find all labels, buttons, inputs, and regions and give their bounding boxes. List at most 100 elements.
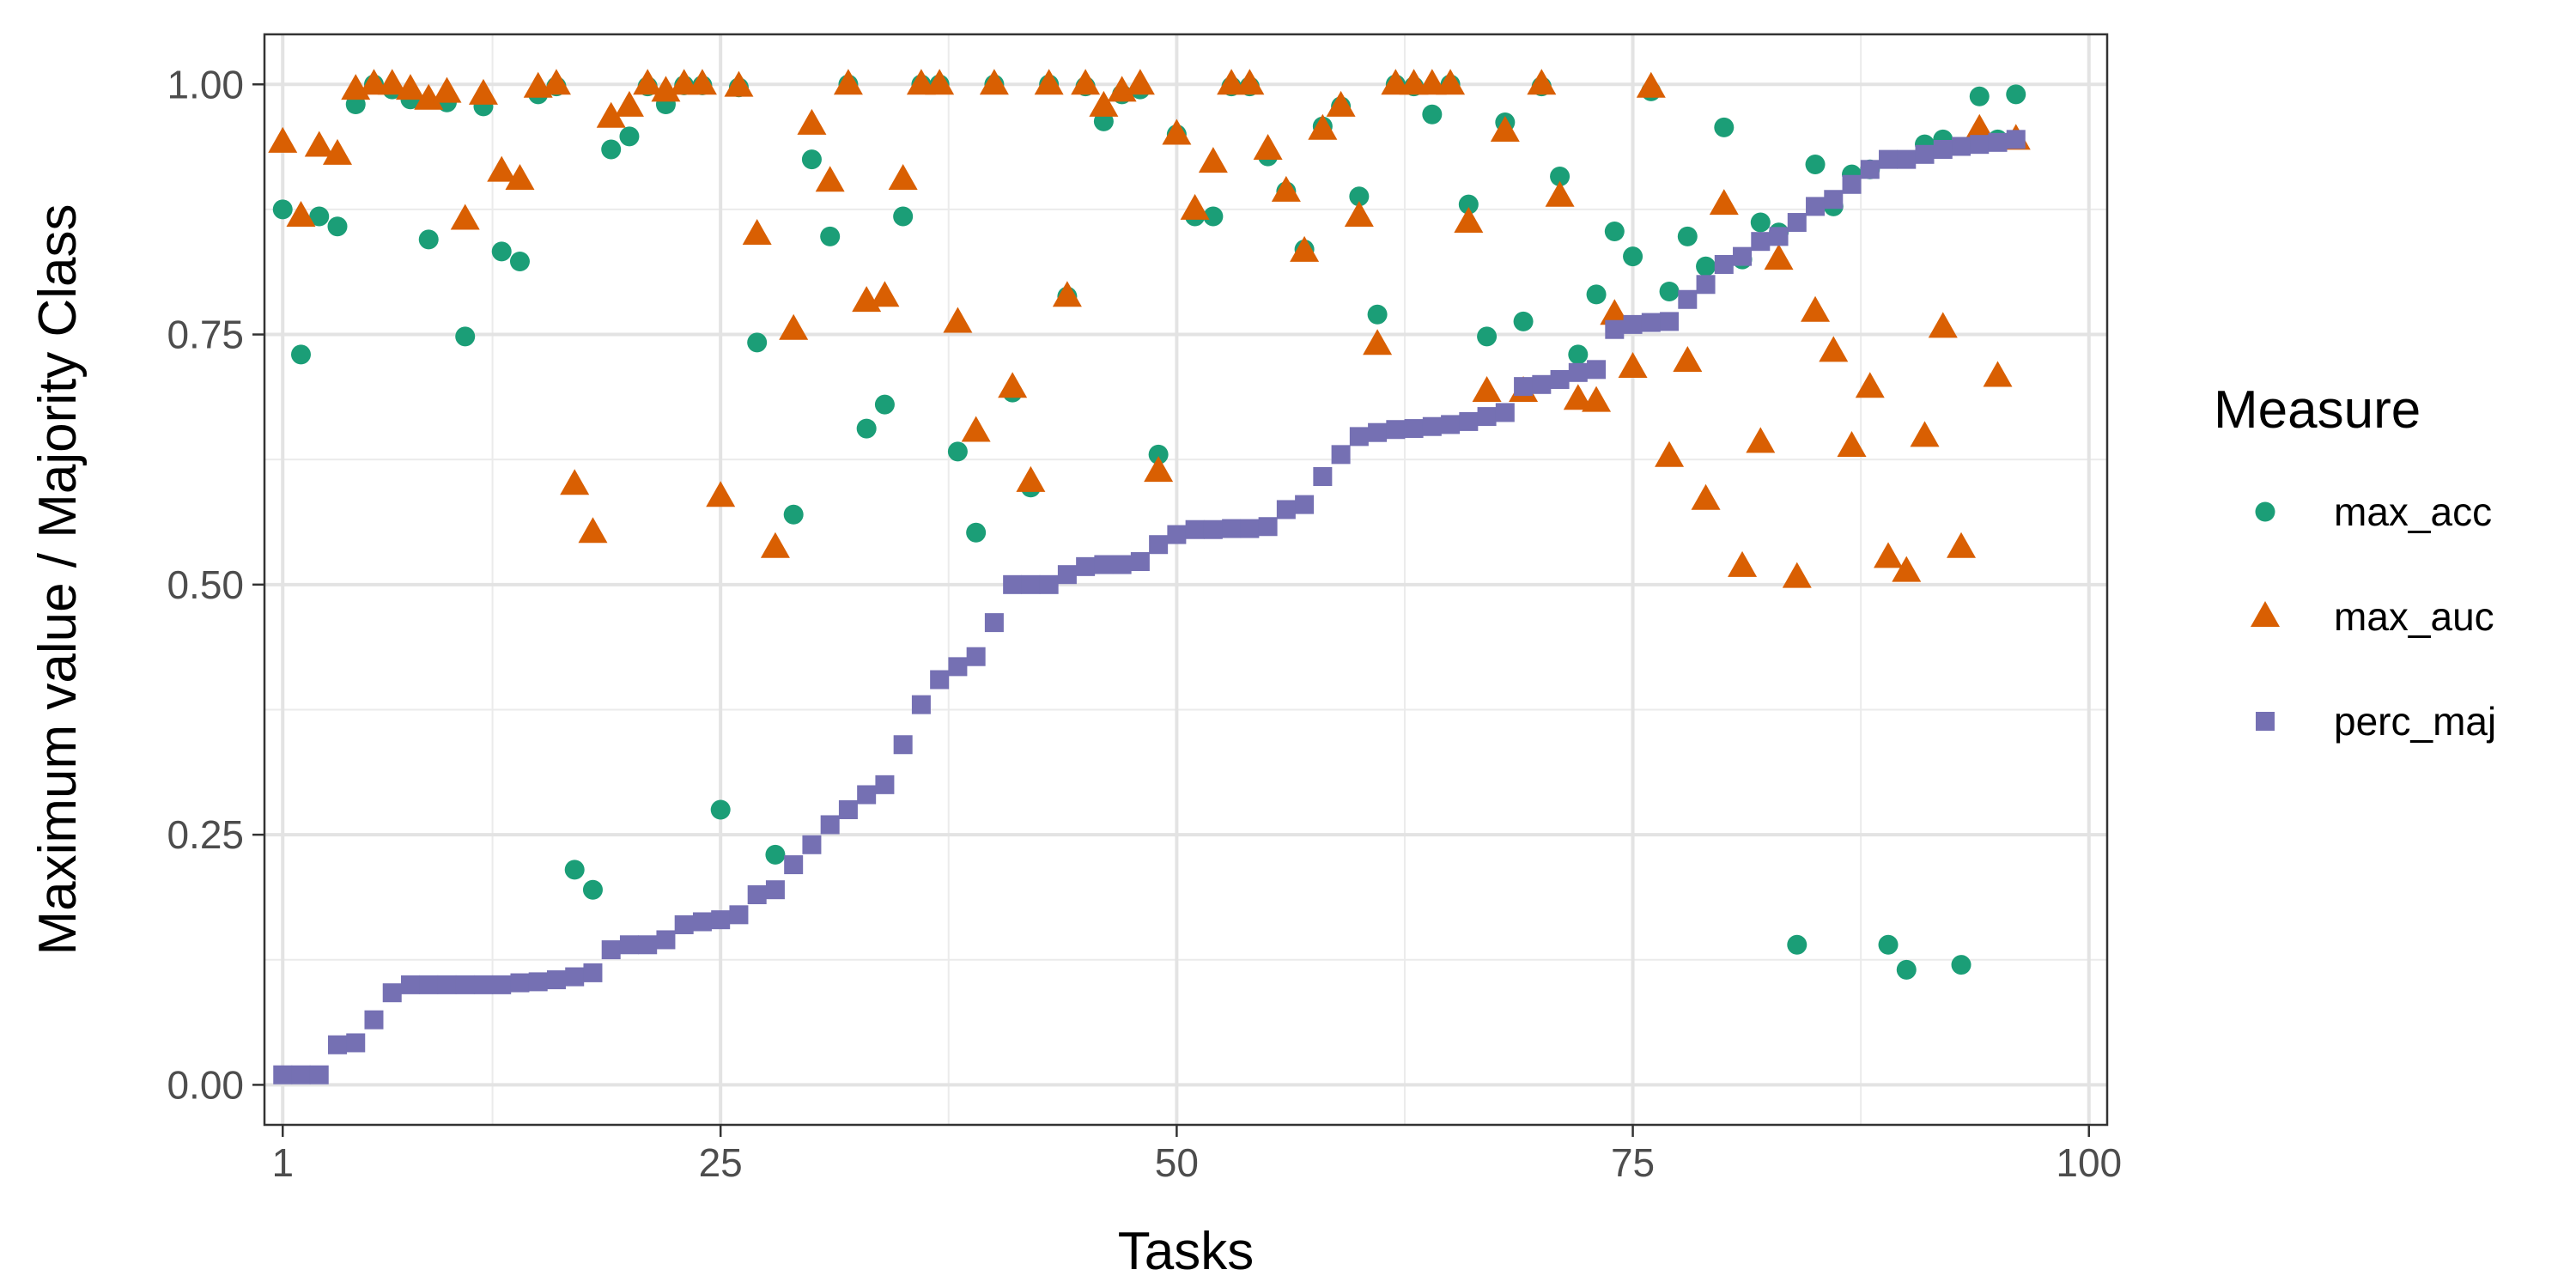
- perc-maj-point: [1678, 289, 1698, 309]
- max-acc-point: [1623, 246, 1643, 267]
- max-acc-point: [1878, 934, 1899, 955]
- perc-maj-point: [1167, 525, 1187, 544]
- perc-maj-point: [930, 670, 950, 690]
- max-auc-point: [779, 313, 809, 340]
- max-auc-point: [1928, 312, 1958, 338]
- max-auc-point: [1344, 201, 1374, 228]
- max-acc-point: [619, 126, 640, 147]
- perc-maj-point: [510, 973, 530, 993]
- max-auc-point: [1290, 235, 1320, 262]
- max-acc-point: [874, 394, 895, 415]
- max-acc-point: [509, 251, 530, 271]
- x-tick-label: 50: [1155, 1140, 1199, 1185]
- max-auc-point: [1363, 329, 1393, 355]
- perc-maj-point: [1842, 174, 1862, 194]
- max-acc-point: [747, 332, 768, 353]
- perc-maj-point: [1824, 190, 1844, 210]
- perc-maj-point: [1952, 137, 1971, 156]
- max-acc-point: [820, 226, 841, 246]
- max-auc-point: [614, 90, 644, 117]
- perc-maj-point: [802, 835, 822, 854]
- max-acc-point: [893, 206, 914, 227]
- max-auc-point: [322, 138, 352, 165]
- perc-maj-point: [1313, 466, 1333, 486]
- legend-label: perc_maj: [2334, 699, 2496, 744]
- perc-maj-point: [1879, 149, 1899, 169]
- max-acc-point: [1787, 934, 1807, 955]
- perc-maj-point: [492, 975, 512, 994]
- perc-maj-point: [1915, 144, 1935, 164]
- max-auc-point: [432, 76, 462, 103]
- perc-maj-point: [1970, 135, 1990, 155]
- max-auc-point: [742, 219, 772, 246]
- max-auc-point: [815, 166, 845, 192]
- perc-maj-point: [1751, 232, 1771, 252]
- max-auc-point: [1636, 71, 1666, 98]
- perc-maj-point: [1003, 574, 1023, 594]
- perc-maj-point: [1240, 519, 1260, 538]
- max-auc-point: [633, 69, 663, 95]
- max-acc-point: [327, 216, 348, 237]
- max-acc-point: [710, 799, 731, 820]
- max-acc-point: [582, 879, 603, 900]
- perc-maj-point: [309, 1065, 329, 1084]
- perc-maj-point: [546, 970, 566, 990]
- max-auc-point: [1965, 113, 1995, 140]
- max-auc-point: [870, 281, 900, 307]
- max-auc-point: [395, 74, 425, 100]
- perc-maj-point: [1733, 246, 1753, 266]
- max-auc-point: [651, 76, 681, 102]
- max-auc-point: [1947, 532, 1977, 558]
- max-auc-point: [1618, 351, 1648, 378]
- max-acc-point: [309, 206, 330, 227]
- perc-maj-point: [1094, 555, 1114, 574]
- perc-maj-point: [1203, 519, 1223, 539]
- max-auc-point: [1582, 386, 1612, 412]
- perc-maj-point: [1714, 254, 1734, 274]
- perc-maj-point: [674, 914, 694, 934]
- max-acc-point: [1568, 344, 1589, 365]
- x-axis-title: Tasks: [1118, 1222, 1254, 1281]
- max-acc-point: [1969, 86, 1990, 106]
- max-acc-point: [1896, 959, 1917, 980]
- perc-maj-point: [1897, 149, 1917, 169]
- max-auc-point: [1746, 427, 1776, 453]
- perc-maj-point: [1860, 160, 1880, 179]
- perc-maj-point: [765, 880, 785, 900]
- perc-maj-point: [1039, 574, 1059, 594]
- legend-item-max-auc: max_auc: [2251, 594, 2494, 639]
- perc-maj-point: [1532, 374, 1552, 394]
- perc-maj-point: [638, 935, 658, 955]
- perc-maj-point: [601, 940, 621, 960]
- perc-maj-point: [1404, 419, 1424, 439]
- x-tick-label: 75: [1611, 1140, 1655, 1185]
- max-auc-point: [1892, 556, 1922, 582]
- legend-item-max-acc: max_acc: [2255, 489, 2492, 534]
- perc-maj-point: [364, 1010, 384, 1030]
- max-acc-point: [966, 522, 987, 543]
- perc-maj-point: [1988, 132, 2008, 152]
- max-acc-point: [601, 139, 622, 160]
- max-auc-point: [560, 469, 590, 495]
- perc-maj-point: [1057, 565, 1077, 585]
- perc-maj-point: [1331, 445, 1351, 465]
- max-acc-point: [1477, 326, 1498, 347]
- max-auc-point: [1837, 431, 1867, 458]
- perc-maj-point: [1806, 197, 1826, 216]
- max-acc-point: [1422, 104, 1443, 125]
- max-acc-point: [1659, 281, 1680, 301]
- data-points: [268, 69, 2031, 1084]
- max-auc-point: [487, 155, 517, 182]
- minor-gridlines: [264, 34, 2107, 1125]
- perc-maj-point: [1185, 519, 1205, 539]
- perc-maj-point: [619, 935, 639, 955]
- max-auc-point: [1801, 295, 1831, 322]
- max-acc-point: [1750, 212, 1771, 233]
- y-axis-title: Maximum value / Majority Class: [28, 204, 88, 955]
- perc-maj-point: [528, 972, 548, 992]
- max-auc-point: [1673, 346, 1703, 372]
- max-acc-point: [564, 860, 585, 880]
- max-auc-point: [1527, 69, 1557, 95]
- perc-maj-point: [1550, 369, 1570, 389]
